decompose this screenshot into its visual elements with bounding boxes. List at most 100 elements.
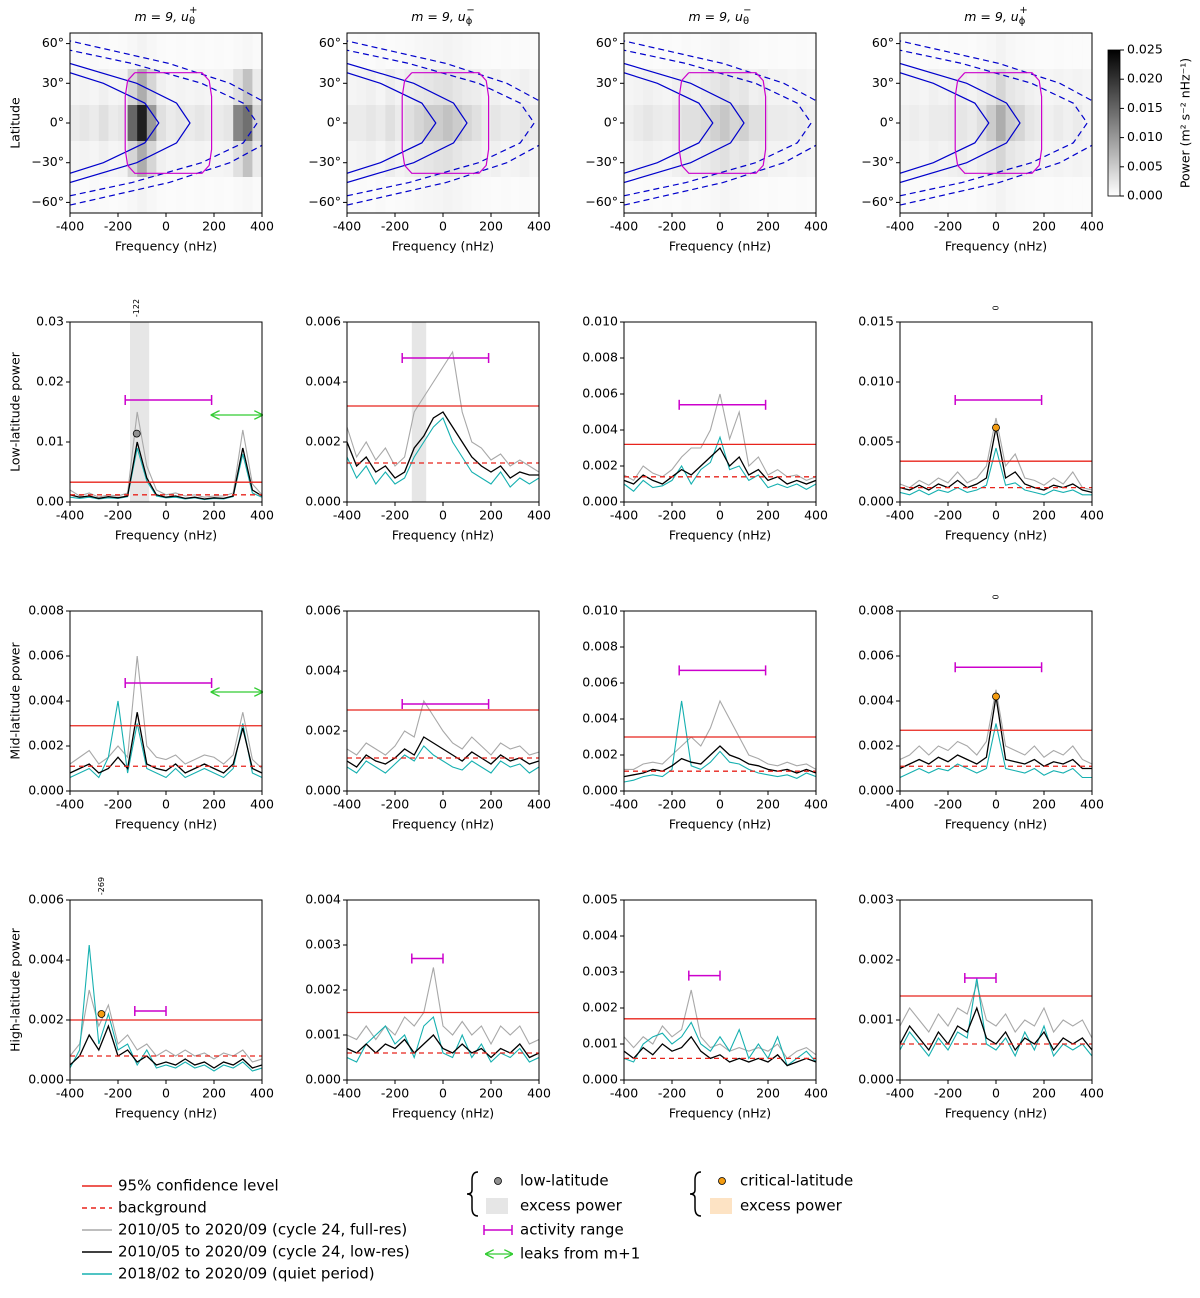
x-tick-label: -200	[934, 219, 962, 234]
heat-cell	[919, 141, 930, 178]
colorbar-label: Power (m² s⁻² nHz⁻¹)	[1178, 58, 1193, 188]
heat-cell	[242, 33, 253, 70]
heat-cell	[175, 105, 186, 142]
heat-cell	[643, 69, 654, 106]
heat-cell	[1005, 69, 1016, 106]
axes-frame	[623, 899, 817, 1081]
x-tick-label: 200	[202, 1086, 226, 1101]
heat-cell	[471, 69, 482, 106]
peak-point	[992, 692, 1000, 701]
heat-cell	[777, 105, 788, 142]
series-line	[347, 736, 539, 768]
x-tick-label: 400	[250, 1086, 274, 1101]
excess-band	[411, 322, 427, 502]
x-tick-label: -200	[104, 1086, 132, 1101]
heat-cell	[700, 33, 711, 70]
heat-cell	[70, 69, 81, 106]
x-axis-label: Frequency (nHz)	[115, 239, 217, 254]
heat-cell	[462, 33, 473, 70]
heat-cell	[510, 141, 521, 178]
heat-cell	[720, 141, 731, 178]
x-tick-label: 0	[162, 508, 170, 523]
heat-cell	[777, 177, 788, 213]
series-line	[347, 967, 539, 1046]
y-tick-label: 0.002	[305, 982, 341, 997]
heat-cell	[423, 177, 434, 213]
y-tick-label: 0.000	[582, 1072, 618, 1087]
y-tick-label: 0.004	[858, 693, 894, 708]
heat-cell	[729, 141, 740, 178]
heat-cell	[957, 177, 968, 213]
legend-swatch	[710, 1198, 732, 1214]
heat-cell	[194, 105, 205, 142]
x-tick-label: -200	[658, 508, 686, 523]
heat-cell	[118, 69, 129, 106]
heat-cell	[108, 69, 119, 106]
heat-cell	[909, 177, 920, 213]
heat-cell	[471, 33, 482, 70]
x-tick-label: 400	[1080, 219, 1104, 234]
y-tick-label: 0.002	[28, 738, 64, 753]
heat-cell	[787, 177, 798, 213]
colorbar-tick-label: 0.005	[1127, 158, 1163, 173]
colorbar-tick-label: 0.015	[1127, 100, 1163, 115]
legend-swatch	[486, 1198, 508, 1214]
y-tick-label: 0.004	[28, 693, 64, 708]
y-tick-label: 0.008	[582, 639, 618, 654]
heat-cell	[967, 141, 978, 178]
x-tick-label: 200	[479, 1086, 503, 1101]
x-tick-label: -400	[56, 1086, 84, 1101]
heat-cell	[1034, 33, 1045, 70]
heat-cell	[1072, 69, 1083, 106]
x-axis-label: Frequency (nHz)	[115, 1106, 217, 1121]
y-tick-label: 0.00	[36, 494, 64, 509]
heat-cell	[156, 33, 167, 70]
y-tick-label: 0.002	[305, 723, 341, 738]
heat-cell	[909, 141, 920, 178]
series-line	[70, 944, 262, 1072]
plot-area	[347, 699, 539, 774]
y-tick-label: 0.004	[582, 928, 618, 943]
title-main: m = 9, u	[135, 9, 189, 24]
y-tick-label: 0.001	[305, 1027, 341, 1042]
y-tick-label: 0°	[880, 115, 894, 130]
axes-frame	[623, 321, 817, 503]
heat-cell	[491, 177, 502, 213]
peak-annotation: -122	[132, 299, 141, 317]
heat-cell	[118, 33, 129, 70]
heat-cell	[137, 141, 148, 178]
series-line	[624, 699, 816, 770]
heat-cell	[1072, 105, 1083, 142]
heat-cell	[395, 33, 406, 70]
x-axis-label: Frequency (nHz)	[945, 817, 1047, 832]
legend-swatch	[718, 1177, 726, 1185]
heat-cell	[98, 141, 109, 178]
heat-cell	[928, 141, 939, 178]
heat-cell	[519, 177, 530, 213]
heat-cell	[223, 69, 234, 106]
heat-cell	[729, 69, 740, 106]
y-tick-label: 0.02	[36, 374, 64, 389]
heat-cell	[423, 69, 434, 106]
x-tick-label: -200	[381, 219, 409, 234]
title-main: m = 9, u	[689, 9, 743, 24]
peak-annotation: -269	[97, 877, 106, 895]
heat-cell	[662, 105, 673, 142]
x-axis-label: Frequency (nHz)	[945, 528, 1047, 543]
heat-cell	[748, 33, 759, 70]
heat-cell	[166, 177, 177, 213]
y-tick-label: 0.01	[36, 434, 64, 449]
heat-cell	[175, 177, 186, 213]
y-tick-label: 60°	[596, 35, 618, 50]
heat-cell	[1024, 141, 1035, 178]
model-curve	[347, 72, 437, 174]
heat-cell	[652, 177, 663, 213]
heat-cell	[529, 141, 539, 178]
legend-label: excess power	[740, 1197, 843, 1215]
heat-cell	[768, 177, 779, 213]
y-tick-label: 0.000	[858, 783, 894, 798]
title-sup: −	[466, 5, 474, 16]
y-tick-label: 0.000	[28, 1072, 64, 1087]
heat-cell	[433, 177, 444, 213]
peak-point	[97, 1010, 106, 1018]
